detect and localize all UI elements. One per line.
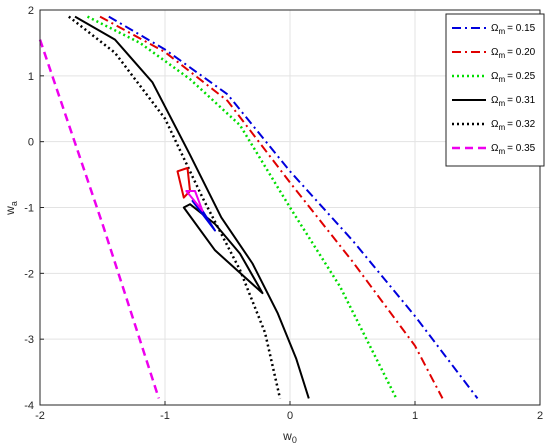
ticks: -2 -1 0 1 2 -4 -3 -2 -1 0 1 2 [24, 5, 543, 422]
x-axis-label: w0 [282, 429, 297, 445]
legend-entry-3: Ωm = 0.31 [491, 95, 536, 108]
y-tick-label-2: -2 [24, 268, 34, 280]
y-axis-label-main: w [3, 206, 17, 216]
y-tick-label-1: -3 [24, 334, 34, 346]
legend-value: = 0.20 [507, 47, 536, 58]
x-tick-label-3: 1 [412, 410, 418, 422]
legend-symbol: Ω [491, 71, 499, 82]
y-tick-label-5: 1 [28, 71, 34, 83]
legend-entry-0: Ωm = 0.15 [491, 23, 536, 36]
contour-loop-0 [182, 203, 264, 295]
legend-value: = 0.25 [507, 71, 536, 82]
legend-symbol: Ω [491, 119, 499, 130]
y-tick-label-0: -4 [24, 400, 34, 412]
contour-loop-2 [191, 199, 216, 232]
x-axis-label-sub: 0 [292, 435, 297, 445]
legend-symbol: Ω [491, 143, 499, 154]
legend-entry-5: Ωm = 0.35 [491, 143, 536, 156]
legend-symbol-sub: m [498, 147, 505, 156]
x-axis-label-main: w [282, 429, 292, 443]
x-tick-label-0: -2 [35, 410, 45, 422]
legend-symbol-sub: m [498, 99, 505, 108]
series-line-3 [74, 15, 310, 399]
legend-symbol-sub: m [498, 51, 505, 60]
y-tick-label-3: -1 [24, 203, 34, 215]
legend-value: = 0.32 [507, 119, 536, 130]
legend-entry-4: Ωm = 0.32 [491, 119, 536, 132]
series-line-0 [108, 15, 479, 400]
plot-lines [38, 15, 479, 400]
contour-loop-3 [185, 190, 204, 212]
legend-entry-2: Ωm = 0.25 [491, 71, 536, 84]
legend-symbol-sub: m [498, 75, 505, 84]
legend-symbol: Ω [491, 47, 499, 58]
x-tick-label-4: 2 [537, 410, 543, 422]
legend-value: = 0.15 [507, 23, 536, 34]
y-axis-label: wa [3, 201, 19, 216]
legend-symbol-sub: m [498, 123, 505, 132]
y-tick-label-6: 2 [28, 5, 34, 17]
legend-symbol: Ω [491, 23, 499, 34]
legend-entry-1: Ωm = 0.20 [491, 47, 536, 60]
y-axis-label-sub: a [9, 201, 19, 206]
legend-value: = 0.35 [507, 143, 536, 154]
series-line-5 [38, 39, 160, 399]
x-tick-label-2: 0 [287, 410, 293, 422]
y-tick-label-4: 0 [28, 137, 34, 149]
legend-value: = 0.31 [507, 95, 536, 106]
legend-symbol-sub: m [498, 27, 505, 36]
series-line-1 [99, 15, 444, 399]
legend-box [445, 13, 545, 167]
x-tick-label-1: -1 [160, 410, 170, 422]
legend-symbol: Ω [491, 95, 499, 106]
